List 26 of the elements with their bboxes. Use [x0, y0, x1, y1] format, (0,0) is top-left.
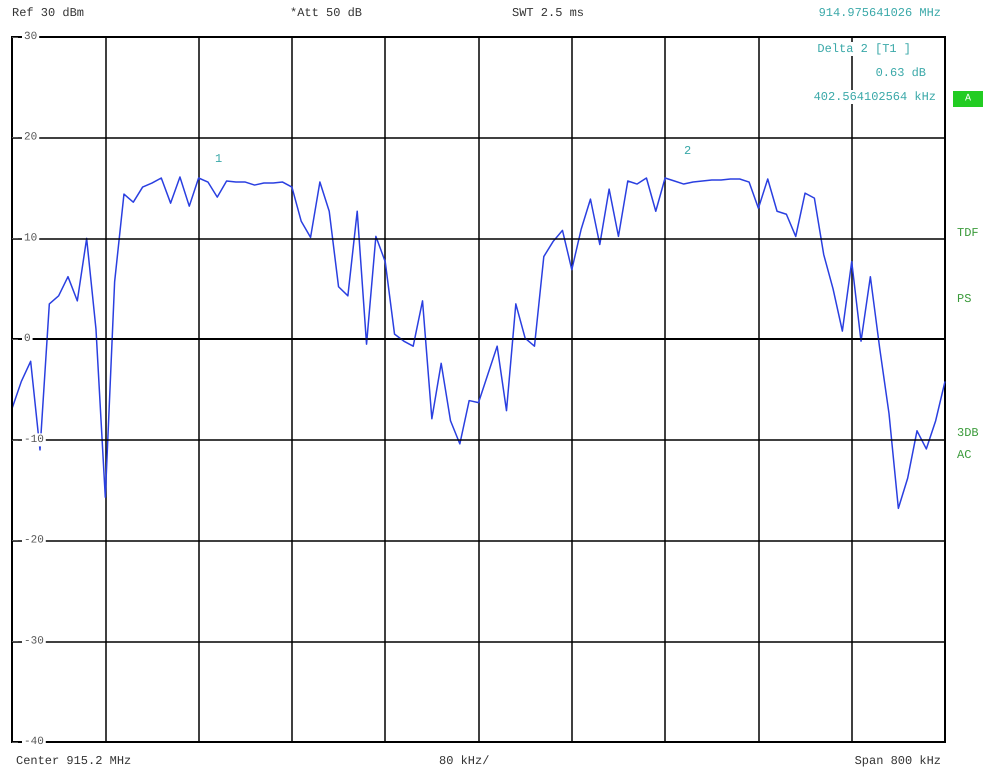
y-tick-label: 0 [24, 333, 31, 346]
text: Center 915.2 MHz [16, 754, 132, 768]
text: 3DB [957, 426, 979, 440]
text: PS [957, 292, 972, 306]
text: TDF [957, 226, 979, 240]
y-tick-label: -10 [24, 434, 44, 446]
annotation: 1 [215, 152, 222, 166]
annotation: Delta 2 [T1 ] [817, 42, 912, 56]
annotation: 2 [684, 144, 692, 158]
y-tick-label: 10 [24, 232, 38, 244]
annotation: 402.564102564 kHz [814, 90, 936, 104]
text: 80 kHz/ [439, 754, 490, 768]
y-tick-label: 20 [24, 132, 38, 144]
y-tick-label: -30 [24, 635, 44, 648]
line-series [11, 176, 946, 510]
text: AC [957, 448, 972, 462]
text: SWT 2.5 ms [512, 6, 584, 20]
text: Span 800 kHz [854, 754, 942, 768]
y-tick-label: -20 [24, 534, 44, 547]
annotation: 0.63 dB [876, 66, 926, 80]
text: A [964, 94, 972, 104]
text: *Att 50 dB [290, 6, 362, 20]
text: 914.975641026 MHz [818, 6, 941, 20]
y-tick-label: 30 [24, 31, 38, 43]
y-tick-label: -40 [24, 736, 44, 748]
text: Ref 30 dBm [12, 6, 84, 20]
